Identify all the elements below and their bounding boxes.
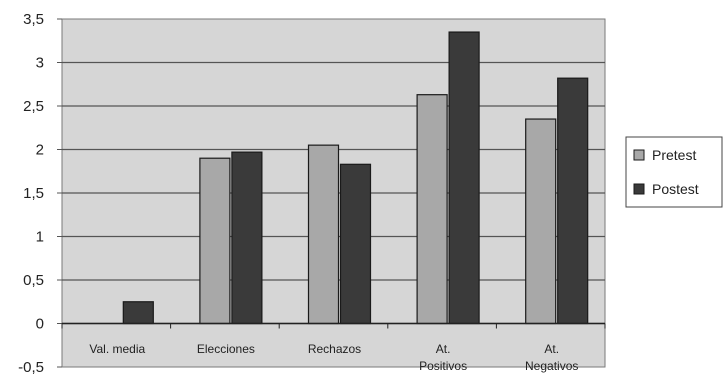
x-tick-label: Elecciones (197, 342, 255, 356)
bar-pretest (307, 144, 340, 325)
bars (122, 31, 589, 325)
legend-swatch-postest (633, 183, 645, 195)
y-tick-label: 3 (36, 55, 44, 72)
x-tick-label: At. (436, 342, 451, 356)
legend-label-pretest: Pretest (652, 147, 696, 163)
bar-postest (557, 77, 589, 325)
bar-postest (122, 301, 154, 325)
x-tick-label: Positivos (419, 359, 467, 373)
bar-pretest (525, 118, 557, 325)
y-tick-label: 0,5 (23, 272, 44, 289)
x-axis-ticks: Val. media Elecciones Rechazos At. Positivos… (61, 323, 606, 373)
bar-postest (448, 31, 480, 325)
bar-pretest (199, 157, 231, 325)
x-tick-label: Val. media (89, 342, 145, 356)
bar-postest (339, 163, 372, 325)
legend: Pretest Postest (625, 136, 723, 208)
bar-pretest (416, 94, 448, 325)
y-tick-label: 1,5 (23, 185, 44, 202)
y-tick-label: 2,5 (23, 98, 44, 115)
legend-label-postest: Postest (652, 181, 699, 197)
legend-swatch-pretest (633, 149, 645, 161)
x-tick-label: Rechazos (308, 342, 361, 356)
y-tick-label: 0 (36, 316, 44, 333)
y-tick-label: -0,5 (18, 359, 44, 376)
y-tick-label: 2 (36, 142, 44, 159)
y-tick-label: 3,5 (23, 11, 44, 28)
x-tick-label: At. (544, 342, 559, 356)
x-tick-label: Negativos (525, 359, 578, 373)
y-axis-ticks: 3,5 3 2,5 2 1,5 1 0,5 0 -0,5 (18, 11, 62, 376)
y-tick-label: 1 (36, 229, 44, 246)
bar-postest (231, 151, 263, 325)
legend-box (625, 136, 723, 208)
